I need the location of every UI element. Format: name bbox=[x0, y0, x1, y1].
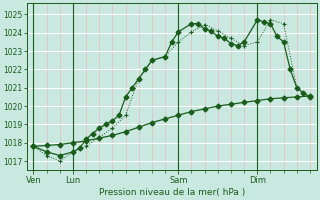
X-axis label: Pression niveau de la mer( hPa ): Pression niveau de la mer( hPa ) bbox=[99, 188, 245, 197]
